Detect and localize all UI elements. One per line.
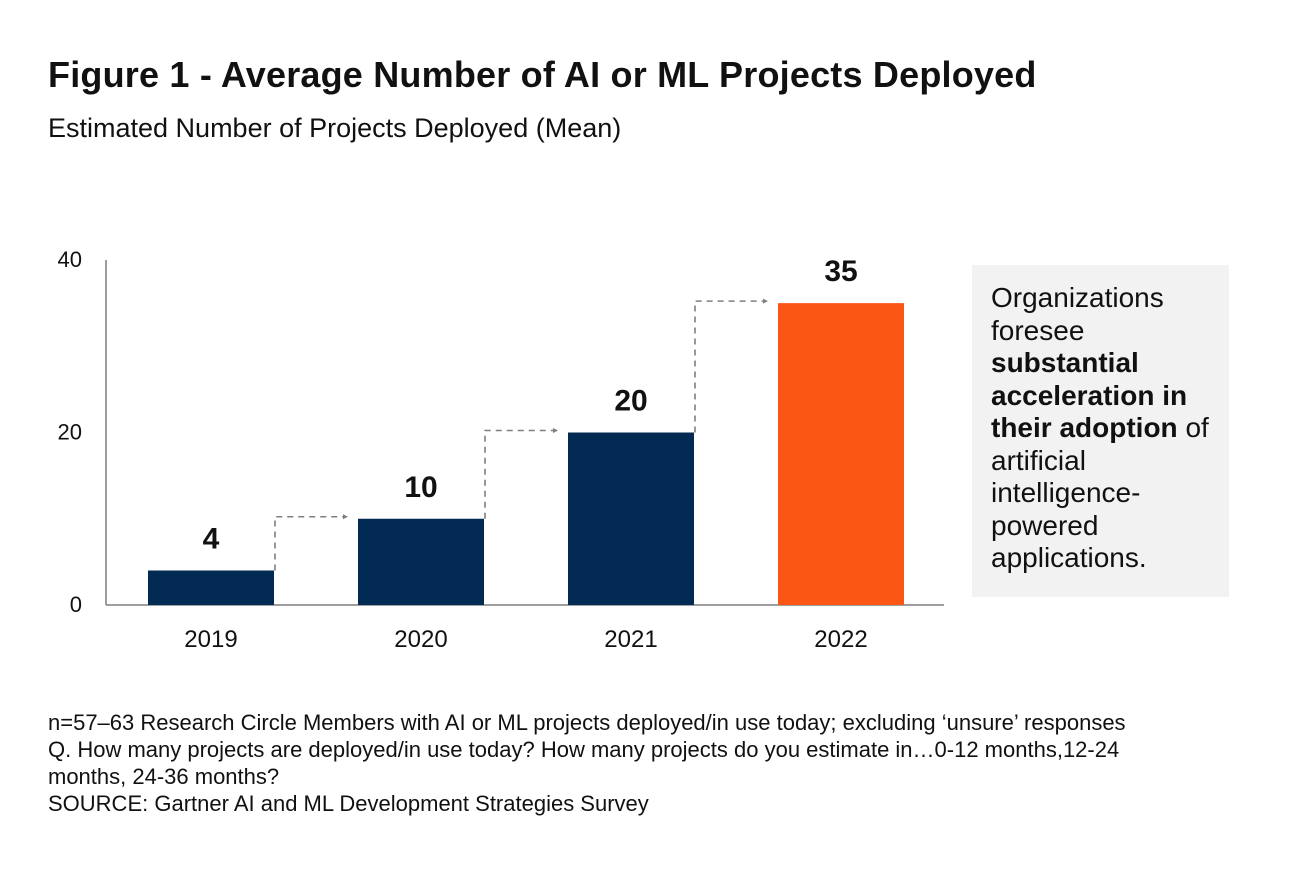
- data-label: 20: [614, 385, 647, 418]
- footnote-source: SOURCE: Gartner AI and ML Development St…: [48, 791, 649, 816]
- data-label: 35: [824, 255, 857, 288]
- bar: [148, 570, 274, 605]
- callout-box: Organizations foresee substantial accele…: [972, 265, 1229, 597]
- footnote-sample: n=57–63 Research Circle Members with AI …: [48, 710, 1126, 735]
- y-tick-label: 40: [58, 247, 82, 272]
- footnote-question-1: Q. How many projects are deployed/in use…: [48, 737, 1120, 762]
- bar: [568, 432, 694, 605]
- x-tick-label: 2019: [184, 626, 237, 653]
- callout-text-emphasis: substantial acceleration in their adopti…: [991, 347, 1188, 443]
- x-tick-label: 2020: [394, 626, 447, 653]
- footnote-question-2: months, 24-36 months?: [48, 764, 280, 789]
- step-arrow: [484, 427, 559, 519]
- footnotes: n=57–63 Research Circle Members with AI …: [48, 709, 1258, 817]
- callout-text-outro: of artificial intelligence-powered appli…: [991, 412, 1209, 573]
- chart-subtitle: Estimated Number of Projects Deployed (M…: [48, 113, 622, 143]
- step-arrow: [274, 514, 349, 571]
- x-tick-label: 2021: [604, 626, 657, 653]
- y-tick-label: 20: [58, 420, 82, 445]
- bar: [358, 518, 484, 605]
- x-tick-label: 2022: [814, 626, 867, 653]
- bar: [778, 303, 904, 605]
- step-arrow: [694, 298, 769, 433]
- callout-text-intro: Organizations foresee: [991, 282, 1164, 346]
- data-label: 4: [203, 523, 220, 556]
- chart-title: Figure 1 - Average Number of AI or ML Pr…: [48, 54, 1037, 95]
- data-label: 10: [404, 471, 437, 504]
- y-tick-label: 0: [70, 592, 82, 617]
